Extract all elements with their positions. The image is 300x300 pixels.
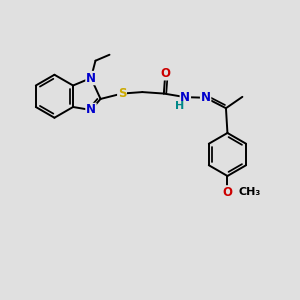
Text: N: N	[86, 71, 96, 85]
Text: CH₃: CH₃	[239, 188, 261, 197]
Text: N: N	[86, 103, 96, 116]
Text: O: O	[160, 67, 170, 80]
Text: O: O	[222, 186, 233, 199]
Text: S: S	[118, 87, 126, 100]
Text: N: N	[180, 91, 190, 103]
Text: N: N	[201, 91, 211, 104]
Text: H: H	[175, 100, 184, 110]
